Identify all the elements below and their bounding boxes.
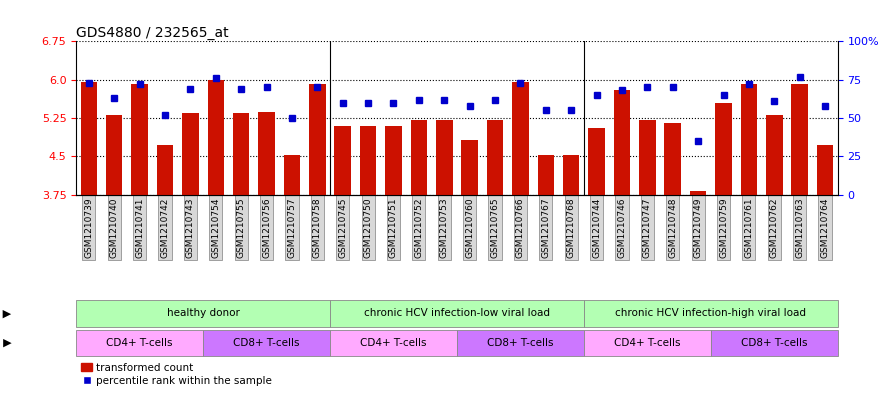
Bar xyxy=(711,330,838,356)
Bar xyxy=(284,155,300,195)
Bar xyxy=(309,84,325,195)
Bar xyxy=(817,145,833,195)
Text: cell type ▶: cell type ▶ xyxy=(0,338,12,348)
Text: CD8+ T-cells: CD8+ T-cells xyxy=(233,338,300,348)
Bar xyxy=(436,120,452,195)
Bar xyxy=(76,300,330,327)
Bar xyxy=(81,82,97,195)
Text: GDS4880 / 232565_at: GDS4880 / 232565_at xyxy=(76,26,228,40)
Bar xyxy=(203,330,330,356)
Legend: transformed count, percentile rank within the sample: transformed count, percentile rank withi… xyxy=(82,363,271,386)
Bar xyxy=(513,82,529,195)
Bar xyxy=(410,120,427,195)
Text: chronic HCV infection-low viral load: chronic HCV infection-low viral load xyxy=(364,309,550,318)
Text: CD8+ T-cells: CD8+ T-cells xyxy=(487,338,554,348)
Bar xyxy=(563,155,580,195)
Text: chronic HCV infection-high viral load: chronic HCV infection-high viral load xyxy=(616,309,806,318)
Bar xyxy=(157,145,173,195)
Bar xyxy=(538,155,554,195)
Bar xyxy=(330,300,584,327)
Bar xyxy=(584,300,838,327)
Bar xyxy=(330,330,457,356)
Bar xyxy=(182,113,199,195)
Bar xyxy=(665,123,681,195)
Bar xyxy=(715,103,732,195)
Bar xyxy=(132,84,148,195)
Text: CD4+ T-cells: CD4+ T-cells xyxy=(614,338,681,348)
Bar xyxy=(791,84,808,195)
Bar xyxy=(76,330,203,356)
Bar xyxy=(766,116,782,195)
Bar xyxy=(584,330,711,356)
Bar xyxy=(487,120,504,195)
Bar xyxy=(639,120,656,195)
Bar xyxy=(258,112,275,195)
Text: CD4+ T-cells: CD4+ T-cells xyxy=(107,338,173,348)
Bar xyxy=(106,116,123,195)
Bar xyxy=(461,140,478,195)
Bar xyxy=(457,330,584,356)
Bar xyxy=(741,84,757,195)
Bar xyxy=(233,113,249,195)
Bar xyxy=(614,90,630,195)
Text: CD4+ T-cells: CD4+ T-cells xyxy=(360,338,426,348)
Bar xyxy=(334,125,351,195)
Text: healthy donor: healthy donor xyxy=(167,309,239,318)
Bar xyxy=(208,79,224,195)
Text: disease state ▶: disease state ▶ xyxy=(0,309,12,318)
Text: CD8+ T-cells: CD8+ T-cells xyxy=(741,338,807,348)
Bar xyxy=(385,125,401,195)
Bar xyxy=(690,191,706,195)
Bar xyxy=(360,125,376,195)
Bar xyxy=(589,128,605,195)
